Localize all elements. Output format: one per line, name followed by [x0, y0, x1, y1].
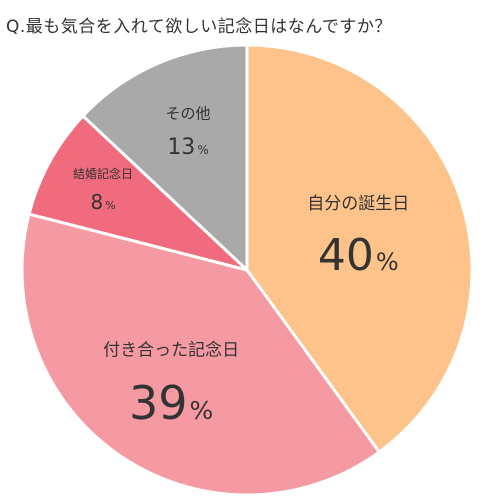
chart-title: Q.最も気合を入れて欲しい記念日はなんですか？ [6, 17, 392, 37]
slice-value-dating-anniversary: 39% [129, 376, 213, 430]
slice-label-birthday: 自分の誕生日 [307, 194, 409, 214]
slice-value-wedding-anniversary: 8% [90, 190, 115, 214]
slice-label-wedding-anniversary: 結婚記念日 [73, 166, 133, 181]
slice-value-other: 13% [167, 135, 208, 160]
pie-slices [20, 43, 474, 497]
pie-slice-other [81, 43, 249, 272]
slice-value-birthday: 40% [318, 230, 399, 281]
slice-label-other: その他 [166, 105, 211, 123]
pie-slice-dating-anniversary [20, 212, 381, 497]
pie-slice-wedding-anniversary [27, 114, 249, 272]
pie-labels: 自分の誕生日 40% 付き合った記念日 39% 結婚記念日 8 % その他 13% [73, 105, 409, 430]
slice-label-dating-anniversary: 付き合った記念日 [103, 340, 239, 361]
pie-slice-birthday [245, 43, 474, 454]
